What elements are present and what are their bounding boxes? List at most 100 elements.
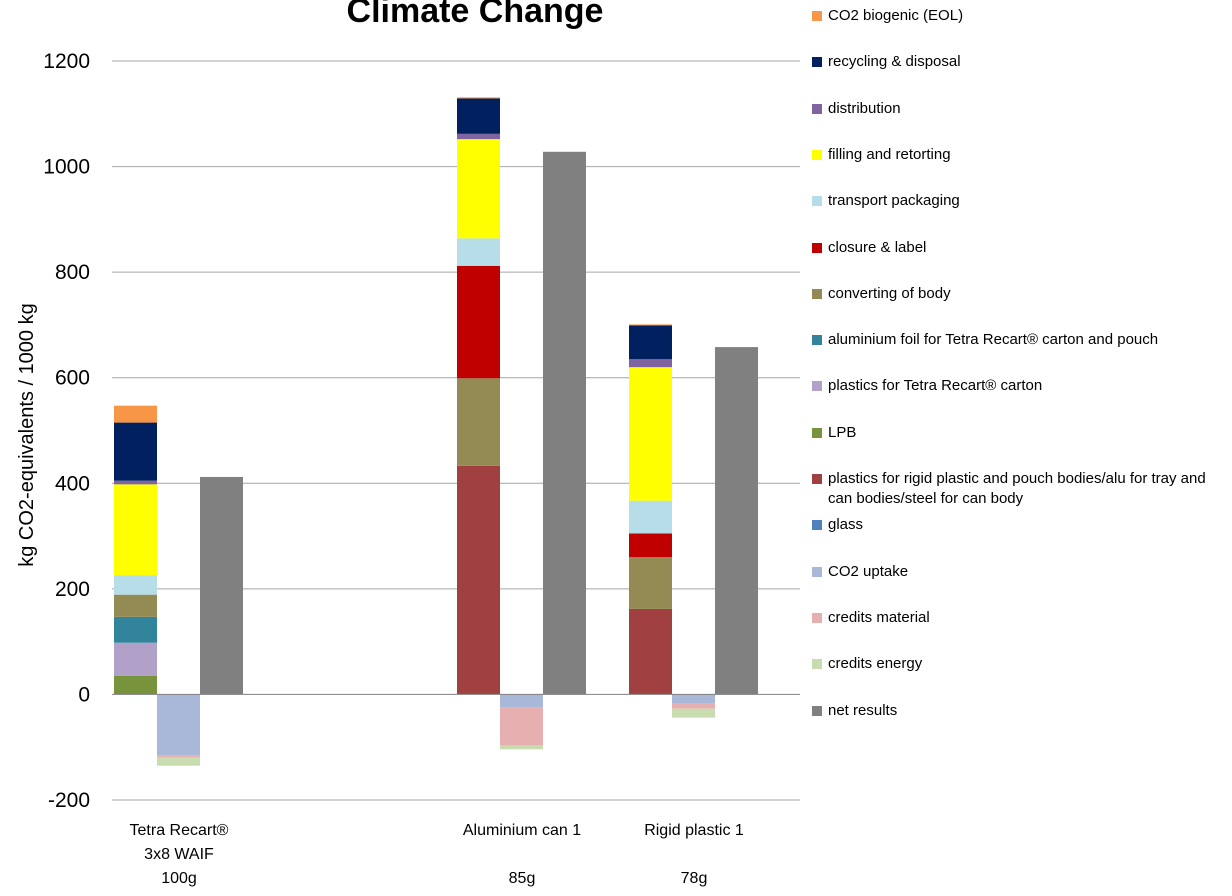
bar-segment — [629, 367, 672, 501]
y-tick-label: 800 — [55, 261, 90, 284]
legend-swatch — [812, 103, 822, 114]
legend-label: credits energy — [828, 655, 923, 673]
y-tick-label: 1000 — [43, 156, 90, 179]
legend-label: closure & label — [828, 238, 927, 256]
bar-segment — [114, 575, 157, 595]
bar-segment — [457, 465, 500, 695]
bar-segment-credit — [500, 694, 543, 708]
category-label: Rigid plastic 1 — [644, 822, 744, 839]
legend-swatch — [812, 566, 822, 577]
legend-label: plastics for Tetra Recart® carton — [828, 377, 1043, 395]
category-label: 3x8 WAIF — [144, 846, 214, 863]
bar-segment — [114, 405, 157, 423]
bar-segment-credit — [672, 703, 715, 709]
legend-label: glass — [828, 516, 864, 534]
bar-segment — [457, 97, 500, 99]
bar-segment — [457, 378, 500, 466]
bar-segment — [114, 642, 157, 676]
category-label: 85g — [509, 870, 536, 887]
category-label: 78g — [681, 870, 708, 887]
bar-segment — [457, 238, 500, 266]
legend-item: plastics for rigid plastic and pouch bod… — [812, 469, 1232, 509]
legend-label: net results — [828, 701, 898, 719]
legend-item: glass — [812, 515, 1232, 535]
bar-segment — [629, 324, 672, 326]
legend-swatch — [812, 242, 822, 253]
bar-segment-credit — [500, 745, 543, 750]
legend-swatch — [812, 381, 822, 392]
bar-segment — [114, 594, 157, 617]
bar-segment — [457, 139, 500, 239]
bar-segment — [629, 557, 672, 609]
legend-label: converting of body — [828, 284, 951, 302]
bar-net-result — [715, 347, 758, 695]
legend-item: CO2 biogenic (EOL) — [812, 6, 1232, 26]
legend-label: filling and retorting — [828, 145, 951, 163]
bar-segment — [114, 422, 157, 481]
category-label: Tetra Recart® — [130, 822, 229, 839]
bar-segment — [629, 608, 672, 695]
legend-swatch — [812, 11, 822, 21]
bars — [114, 97, 758, 766]
chart-title: Climate Change — [347, 0, 604, 30]
legend-label: LPB — [828, 423, 857, 441]
category-labels: Tetra Recart® 3x8 WAIF 100g Aluminium can 1… — [130, 822, 744, 887]
legend-item: converting of body — [812, 284, 1232, 304]
bar-segment-credit — [157, 694, 200, 756]
bar-segment — [457, 265, 500, 379]
legend-item: aluminium foil for Tetra Recart® carton … — [812, 330, 1232, 350]
bar-segment — [114, 616, 157, 643]
bar-net-result — [200, 476, 243, 695]
legend-label: plastics for rigid plastic and pouch bod… — [828, 470, 1206, 507]
legend-swatch — [812, 196, 822, 207]
climate-change-chart: Climate Change -200 0 200 400 600 800 1000 1200… — [16, 0, 800, 887]
bar-segment — [629, 500, 672, 534]
legend-label: recycling & disposal — [828, 53, 961, 71]
legend-swatch — [812, 335, 822, 346]
legend-item: net results — [812, 701, 1232, 721]
y-tick-label: 600 — [55, 367, 90, 390]
legend-item: closure & label — [812, 238, 1232, 258]
category-label: Aluminium can 1 — [463, 822, 581, 839]
y-tick-label: 0 — [78, 683, 90, 706]
y-tick-label: -200 — [48, 789, 90, 812]
y-tick-label: 400 — [55, 472, 90, 495]
bar-segment-credit — [157, 755, 200, 758]
legend-swatch — [812, 520, 822, 531]
bar-segment — [457, 98, 500, 134]
legend-item: distribution — [812, 99, 1232, 119]
legend-label: CO2 biogenic (EOL) — [828, 7, 964, 24]
bar-segment-credit — [157, 757, 200, 766]
legend-item: filling and retorting — [812, 145, 1232, 165]
bar-segment-credit — [672, 694, 715, 704]
category-label: 100g — [161, 870, 197, 887]
legend-item: CO2 uptake — [812, 562, 1232, 582]
legend-item: plastics for Tetra Recart® carton — [812, 376, 1232, 396]
bar-segment-credit — [500, 707, 543, 746]
bar-segment — [457, 133, 500, 140]
y-axis-label: kg CO2-equivalents / 1000 kg — [16, 303, 38, 567]
bar-segment — [629, 533, 672, 558]
bar-segment — [114, 480, 157, 485]
bar-segment — [114, 484, 157, 576]
bar-net-result — [543, 151, 586, 695]
legend-swatch — [812, 705, 822, 716]
y-tick-label: 1200 — [43, 50, 90, 73]
legend-swatch — [812, 288, 822, 299]
legend-swatch — [812, 57, 822, 68]
legend-swatch — [812, 427, 822, 438]
legend-item: recycling & disposal — [812, 52, 1232, 72]
legend-label: CO2 uptake — [828, 562, 909, 580]
bar-segment — [629, 325, 672, 360]
legend-label: credits material — [828, 608, 930, 626]
legend-swatch — [812, 612, 822, 623]
bar-segment-credit — [672, 708, 715, 718]
legend-item: credits energy — [812, 654, 1232, 674]
legend-item: transport packaging — [812, 191, 1232, 211]
legend-item: LPB — [812, 423, 1232, 443]
legend-item: credits material — [812, 608, 1232, 628]
y-axis-ticks: -200 0 200 400 600 800 1000 1200 — [43, 50, 90, 812]
legend-label: aluminium foil for Tetra Recart® carton … — [828, 331, 1159, 349]
bar-segment — [629, 359, 672, 368]
legend-label: distribution — [828, 99, 901, 117]
